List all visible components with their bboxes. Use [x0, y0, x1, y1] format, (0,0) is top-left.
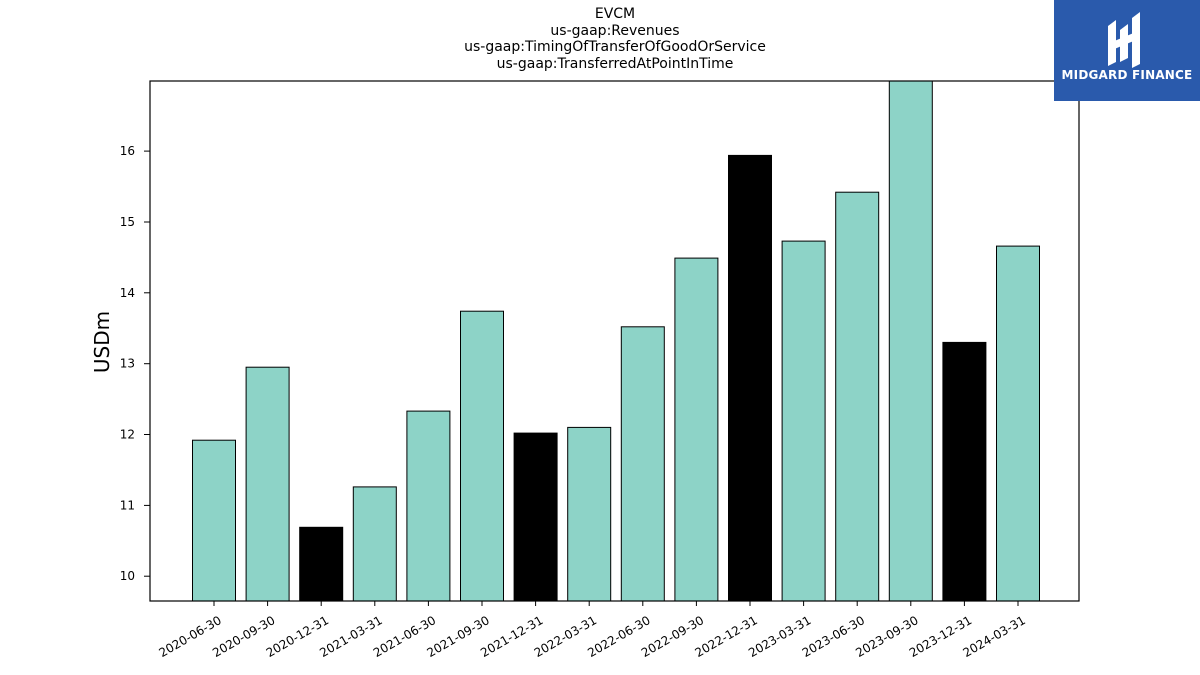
bar-2022-09-30: [674, 257, 719, 602]
y-tick-label: 16: [120, 144, 135, 158]
bar-2021-06-30: [406, 410, 451, 602]
chart-title-line: us-gaap:Revenues: [550, 22, 680, 39]
y-tick-label: 12: [120, 428, 135, 442]
bar-2020-12-31: [299, 526, 344, 602]
logo-text: MIDGARD FINANCE: [1061, 68, 1193, 82]
bar-2020-09-30: [245, 366, 290, 602]
chart-title-line: us-gaap:TimingOfTransferOfGoodOrService: [464, 39, 766, 55]
bar-2022-12-31: [728, 154, 772, 602]
chart-title-line: EVCM: [594, 6, 636, 22]
bar-2023-12-31: [942, 341, 987, 602]
y-tick-label: 10: [120, 569, 135, 583]
midgard-finance-logo: MIDGARD FINANCE: [1054, 0, 1200, 101]
midgard-logo-icon: [1108, 12, 1140, 68]
bar-2020-06-30: [192, 439, 236, 602]
y-tick-label: 11: [120, 498, 135, 512]
y-axis-label: USDm: [90, 311, 114, 373]
bar-2023-09-30: [888, 80, 933, 602]
bar-2021-09-30: [460, 310, 504, 602]
bar-2022-06-30: [620, 326, 665, 602]
y-tick-label: 15: [120, 215, 135, 229]
bar-2022-03-31: [567, 426, 612, 602]
bar-2023-03-31: [781, 240, 826, 602]
plot-frame: [149, 80, 1080, 602]
bar-2021-12-31: [513, 432, 558, 602]
bar-2021-03-31: [352, 486, 397, 602]
y-tick-label: 13: [120, 357, 135, 371]
y-tick-label: 14: [120, 286, 135, 300]
chart-title: EVCM us-gaap:Revenues us-gaap:TimingOfTr…: [415, 6, 815, 72]
bar-2024-03-31: [996, 245, 1040, 602]
bars-group: [192, 80, 1040, 602]
chart-title-line: us-gaap:TransferredAtPointInTime: [496, 55, 734, 72]
bar-2023-06-30: [835, 191, 880, 602]
